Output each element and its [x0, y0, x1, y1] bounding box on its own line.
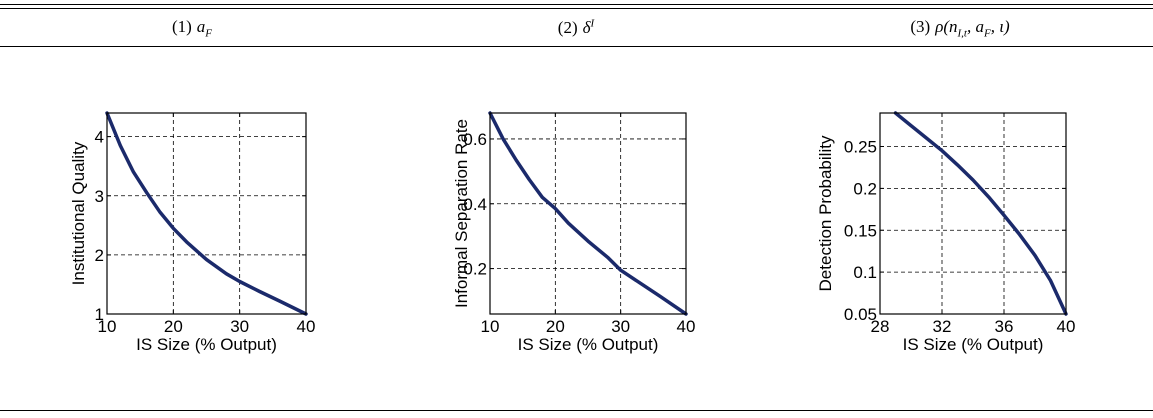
chart-2-xtick-label-2: 30 [611, 317, 630, 336]
chart-2-ytick-label-0: 0.2 [463, 260, 487, 279]
chart-2-xtick-label-3: 40 [677, 317, 696, 336]
column-header-2-number: (2) [557, 17, 578, 37]
table-top-rule [0, 4, 1153, 5]
chart-1-series-line [105, 111, 308, 316]
chart-1-ytick-label-0: 1 [95, 305, 104, 324]
chart-3-ytick-label-2: 0.15 [844, 221, 877, 240]
chart-2-ytick-label-1: 0.4 [463, 195, 487, 214]
chart-1-xtick-label-1: 20 [164, 317, 183, 336]
column-header-3-symbol: ρ(nI,t, aF, ι) [935, 17, 1010, 40]
chart-3-xlabel: IS Size (% Output) [903, 335, 1044, 354]
chart-1-ytick-label-3: 4 [95, 128, 104, 147]
table-bottom-rule [0, 410, 1153, 411]
column-header-2-symbol: δI [582, 17, 595, 37]
chart-1-ytick-label-2: 3 [95, 187, 104, 206]
chart-3-xtick-label-0: 28 [871, 317, 890, 336]
column-header-1: (1) aF [0, 17, 384, 39]
chart-1-xtick-label-2: 30 [230, 317, 249, 336]
chart-2-axes-box [489, 112, 687, 315]
chart-2-xlabel: IS Size (% Output) [518, 335, 659, 354]
chart-1-xlabel: IS Size (% Output) [136, 335, 277, 354]
chart-2-ylabel: Informal Separation Rate [452, 119, 471, 308]
chart-1-xtick-label-0: 10 [98, 317, 117, 336]
chart-1-ylabel: Institutional Quality [69, 141, 88, 285]
chart-3-xtick-label-3: 40 [1057, 317, 1076, 336]
chart-2-xtick-label-1: 20 [546, 317, 565, 336]
column-header-1-number: (1) [171, 17, 192, 36]
chart-3-xtick-label-1: 32 [933, 317, 952, 336]
chart-3-series-line [893, 111, 1068, 316]
chart-2-ytick-label-2: 0.6 [463, 130, 487, 149]
column-header-1-symbol: aF [196, 17, 213, 40]
column-header-3-number: (3) [910, 17, 931, 36]
chart-2-series-line [488, 111, 688, 316]
column-header-3: (3) ρ(nI,t, aF, ι) [768, 17, 1152, 39]
chart-3-xtick-label-2: 36 [995, 317, 1014, 336]
chart-1-axes-box [106, 112, 307, 315]
chart-3-ytick-label-4: 0.25 [844, 138, 877, 157]
table-top-rule-inner [0, 8, 1153, 9]
chart-2-xtick-label-0: 10 [481, 317, 500, 336]
chart-3-ytick-label-1: 0.1 [853, 263, 877, 282]
chart-3-ytick-label-0: 0.05 [844, 305, 877, 324]
chart-1-xtick-label-3: 40 [297, 317, 316, 336]
chart-3-ylabel: Detection Probability [816, 135, 835, 291]
column-header-2: (2) δI [384, 17, 768, 38]
table-header-rule [0, 46, 1153, 47]
chart-3-ytick-label-3: 0.2 [853, 179, 877, 198]
chart-3-axes-box [879, 112, 1067, 315]
chart-1-ytick-label-1: 2 [95, 246, 104, 265]
